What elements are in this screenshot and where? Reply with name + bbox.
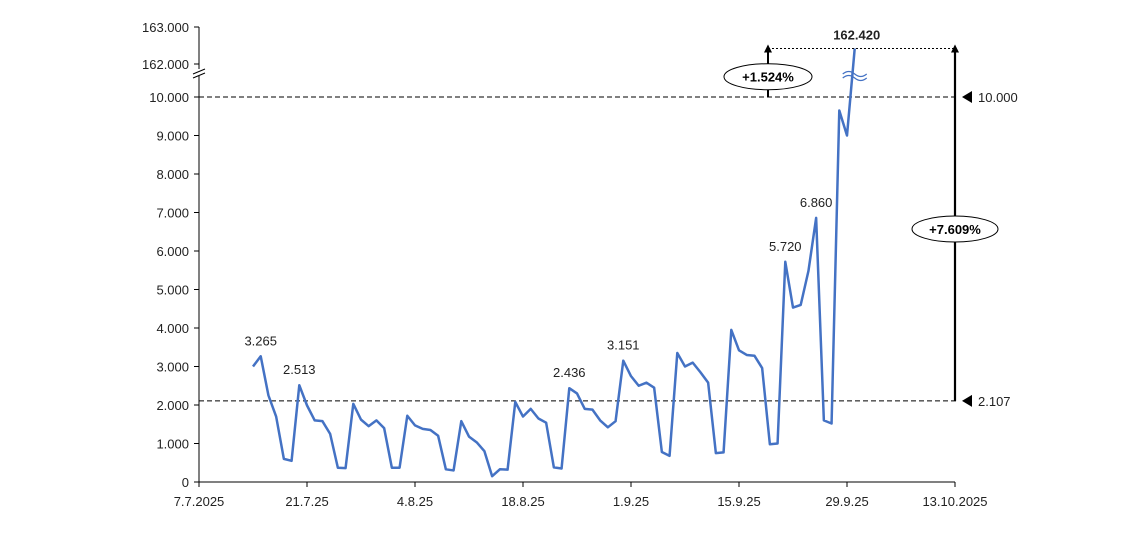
y-tick-label: 10.000 bbox=[149, 90, 189, 105]
x-tick-label: 21.7.25 bbox=[285, 494, 328, 509]
x-tick-label: 13.10.2025 bbox=[922, 494, 987, 509]
y-tick-label: 3.000 bbox=[156, 360, 189, 375]
x-tick-label: 7.7.2025 bbox=[174, 494, 225, 509]
reference-marker-triangle bbox=[962, 91, 972, 103]
y-tick-label: 9.000 bbox=[156, 129, 189, 144]
annotation-label: +1.524% bbox=[742, 70, 794, 85]
data-label: 2.436 bbox=[553, 365, 586, 380]
data-label: 6.860 bbox=[800, 195, 833, 210]
y-tick-label: 2.000 bbox=[156, 398, 189, 413]
series-break-mark bbox=[842, 70, 868, 82]
y-tick-label: 4.000 bbox=[156, 321, 189, 336]
data-label: 3.151 bbox=[607, 338, 640, 353]
x-tick-label: 1.9.25 bbox=[613, 494, 649, 509]
x-tick-label: 15.9.25 bbox=[717, 494, 760, 509]
data-label: 2.513 bbox=[283, 362, 316, 377]
reference-line-label: 10.000 bbox=[978, 90, 1018, 105]
reference-marker-triangle bbox=[962, 394, 972, 407]
annotation-label: +7.609% bbox=[929, 222, 981, 237]
y-tick-label: 5.000 bbox=[156, 283, 189, 298]
data-label: 162.420 bbox=[833, 27, 880, 42]
y-tick-label: 1.000 bbox=[156, 437, 189, 452]
y-tick-label: 0 bbox=[182, 475, 189, 490]
y-tick-label: 7.000 bbox=[156, 206, 189, 221]
y-axis-break-mark bbox=[192, 68, 206, 79]
x-tick-label: 29.9.25 bbox=[825, 494, 868, 509]
x-tick-label: 18.8.25 bbox=[501, 494, 544, 509]
data-label: 3.265 bbox=[244, 333, 277, 348]
annotation-oval bbox=[911, 215, 999, 243]
reference-line-label: 2.107 bbox=[978, 394, 1011, 409]
y-tick-label: 163.000 bbox=[142, 20, 189, 35]
annotation-oval bbox=[723, 63, 813, 91]
series-line bbox=[252, 48, 856, 478]
y-tick-label: 8.000 bbox=[156, 167, 189, 182]
data-label: 5.720 bbox=[769, 239, 802, 254]
y-tick-label: 6.000 bbox=[156, 244, 189, 259]
y-tick-label: 162.000 bbox=[142, 57, 189, 72]
x-tick-label: 4.8.25 bbox=[397, 494, 433, 509]
